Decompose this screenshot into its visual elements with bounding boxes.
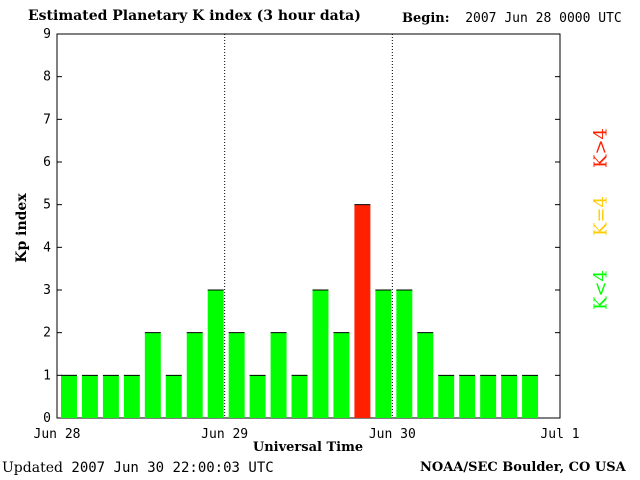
kp-bar <box>480 375 497 418</box>
kp-bar <box>228 332 245 418</box>
updated-value: 2007 Jun 30 22:00:03 UTC <box>71 460 274 476</box>
kp-bar <box>81 375 98 418</box>
kp-bar <box>249 375 266 418</box>
kp-bar <box>333 332 350 418</box>
y-tick-label: 7 <box>43 112 51 127</box>
kp-bar <box>354 204 371 418</box>
y-tick-label: 1 <box>43 368 51 383</box>
y-tick-label: 8 <box>43 70 51 85</box>
y-tick-label: 9 <box>43 27 51 42</box>
updated-timestamp: Updated 2007 Jun 30 22:00:03 UTC <box>2 460 274 476</box>
kp-bar <box>459 375 476 418</box>
data-source: NOAA/SEC Boulder, CO USA <box>420 460 626 475</box>
kp-bar <box>375 290 392 418</box>
legend-k-below-4: K<4 <box>590 270 612 310</box>
x-axis-label: Universal Time <box>252 440 364 455</box>
x-tick-label: Jun 29 <box>201 427 248 442</box>
kp-bar <box>312 290 329 418</box>
kp-bar <box>396 290 413 418</box>
chart-title: Estimated Planetary K index (3 hour data… <box>28 8 361 24</box>
updated-label: Updated <box>2 460 63 476</box>
y-tick-label: 4 <box>43 240 51 255</box>
kp-bar <box>207 290 224 418</box>
kp-bar <box>186 332 203 418</box>
kp-bar <box>438 375 455 418</box>
y-axis-label: Kp index <box>14 193 30 263</box>
kp-bar <box>144 332 161 418</box>
legend-k-equal-4: K=4 <box>590 196 612 236</box>
plot-frame <box>56 33 561 419</box>
legend-k-above-4: K>4 <box>590 128 612 168</box>
y-tick-label: 6 <box>43 155 51 170</box>
kp-bar <box>123 375 140 418</box>
x-tick-label: Jun 28 <box>34 427 81 442</box>
x-tick-label: Jul 1 <box>540 427 579 442</box>
kp-bar <box>522 375 539 418</box>
kp-bar <box>165 375 182 418</box>
kp-bar <box>270 332 287 418</box>
y-tick-label: 3 <box>43 283 51 298</box>
kp-bar <box>102 375 119 418</box>
kp-bar <box>501 375 518 418</box>
kp-bar <box>61 375 77 418</box>
kp-bar <box>417 332 434 418</box>
begin-value: 2007 Jun 28 0000 UTC <box>465 11 622 26</box>
y-tick-label: 5 <box>43 198 51 213</box>
y-tick-label: 0 <box>43 411 51 426</box>
begin-label: Begin: <box>402 11 450 26</box>
begin-time: Begin: 2007 Jun 28 0000 UTC <box>402 11 622 26</box>
x-tick-label: Jun 30 <box>369 427 416 442</box>
y-tick-label: 2 <box>43 326 51 341</box>
kp-bar <box>291 375 308 418</box>
